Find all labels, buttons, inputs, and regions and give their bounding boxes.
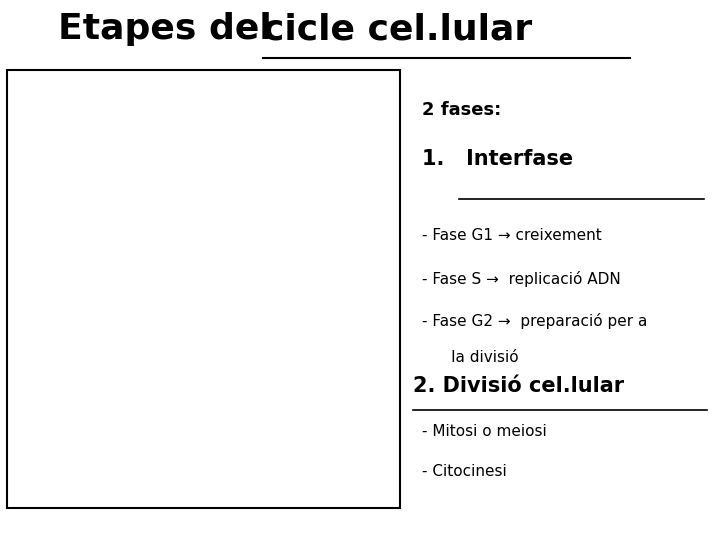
- Text: Interfase: Interfase: [338, 284, 381, 294]
- Text: La célula duplica su
tamaño y aumenta la
cantidad de organelas,
enzimas y otras
: La célula duplica su tamaño y aumenta la…: [204, 86, 276, 114]
- Circle shape: [210, 477, 228, 498]
- Circle shape: [46, 152, 60, 167]
- Text: El citoplasma
se divide: El citoplasma se divide: [14, 233, 57, 244]
- Circle shape: [35, 139, 71, 179]
- Text: División
celular: División celular: [130, 279, 168, 299]
- Text: - Fase G1 → creixement: - Fase G1 → creixement: [422, 228, 602, 242]
- Ellipse shape: [90, 437, 125, 469]
- Circle shape: [34, 207, 65, 241]
- Text: Se separan
los dos juegos
de cromosomas: Se separan los dos juegos de cromosomas: [14, 323, 65, 340]
- Text: Fase S: Fase S: [319, 334, 337, 359]
- Text: la divisió: la divisió: [422, 350, 518, 365]
- Text: Mitosis: Mitosis: [78, 273, 86, 305]
- Circle shape: [43, 218, 55, 231]
- Text: 2. Divisió cel.lular: 2. Divisió cel.lular: [413, 376, 624, 396]
- Text: - Mitosi o meiosi: - Mitosi o meiosi: [422, 424, 547, 440]
- Polygon shape: [91, 243, 232, 423]
- Text: - Fase G2 →  preparació per a: - Fase G2 → preparació per a: [422, 313, 647, 329]
- Text: Duplicación del
DNA y proteínas
asociadas; existen
ahora dos copias
de la inform: Duplicación del DNA y proteínas asociada…: [253, 388, 319, 424]
- Ellipse shape: [50, 432, 88, 465]
- Text: cicle cel.lular: cicle cel.lular: [263, 12, 532, 46]
- Text: Las estructuras necesarias
para la división empiezan
a montarse; los cromosomas
: Las estructuras necesarias para la divis…: [11, 444, 102, 468]
- Text: Etapes del: Etapes del: [58, 12, 284, 46]
- Circle shape: [354, 104, 376, 129]
- Circle shape: [336, 84, 394, 148]
- Polygon shape: [91, 155, 330, 423]
- Text: - Citocinesi: - Citocinesi: [422, 464, 507, 479]
- Polygon shape: [99, 157, 199, 261]
- Polygon shape: [91, 239, 207, 339]
- Circle shape: [194, 460, 244, 516]
- Text: 1.   Interfase: 1. Interfase: [422, 149, 573, 169]
- Text: Fase G: Fase G: [271, 346, 299, 371]
- Polygon shape: [224, 289, 330, 421]
- Text: - Fase S →  replicació ADN: - Fase S → replicació ADN: [422, 272, 621, 287]
- Text: Citocinesis: Citocinesis: [50, 289, 84, 294]
- Text: Fase G: Fase G: [133, 195, 161, 221]
- Text: 2 fases:: 2 fases:: [422, 101, 501, 119]
